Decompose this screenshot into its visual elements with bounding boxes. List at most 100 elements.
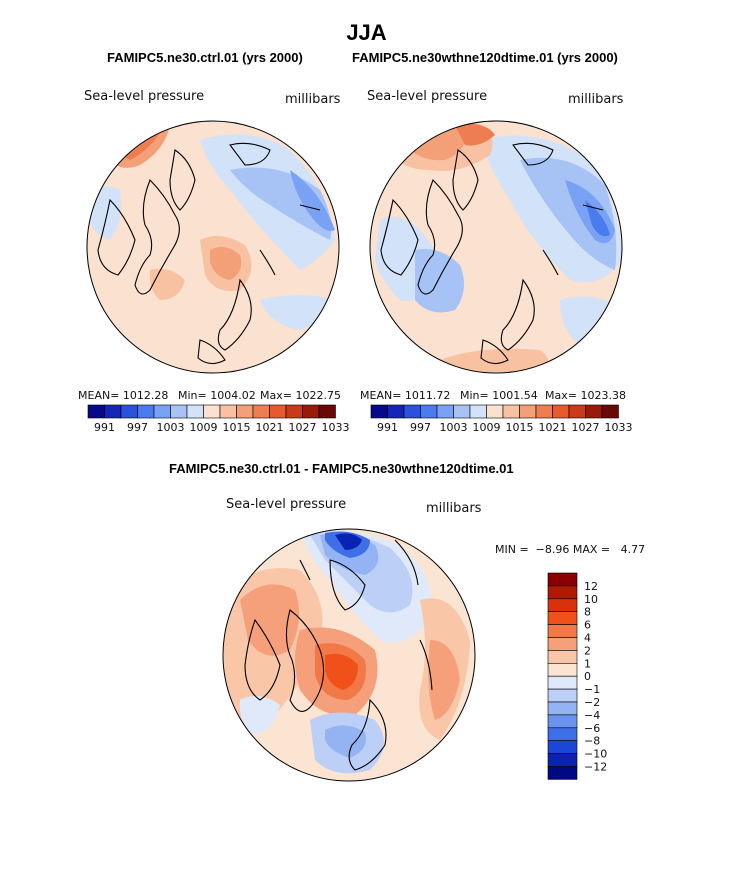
diff-colorbar-tick-label: 4: [584, 632, 591, 645]
diff-colorbar-swatch: [547, 727, 578, 742]
panel2-colorbar-swatch: [502, 404, 520, 419]
panel1-coastlines: [97, 142, 321, 365]
panel2-colorbar-swatch: [519, 404, 537, 419]
diff-colorbar-tick-label: 8: [584, 606, 591, 619]
diff-colorbar-swatch: [547, 663, 578, 677]
panel1-colorbar-tick-label: 1015: [223, 421, 251, 434]
diff-colorbar-tick-label: −2: [584, 696, 600, 709]
panel2-colorbar-tick-label: 1021: [539, 421, 567, 434]
panel2-map-fill: [370, 121, 622, 373]
diff-colorbar-swatch: [547, 572, 578, 587]
diff-units-label: millibars: [426, 501, 482, 516]
panel2-colorbar-tick-label: 1003: [440, 421, 468, 434]
panel2-case-title: FAMIPC5.ne30wthne120dtime.01 (yrs 2000): [352, 50, 618, 65]
diff-field-label: Sea-level pressure: [226, 497, 347, 512]
diff-title: FAMIPC5.ne30.ctrl.01 - FAMIPC5.ne30wthne…: [169, 461, 514, 476]
panel2-max: Max= 1023.38: [545, 389, 626, 402]
diff-colorbar-swatch: [547, 637, 578, 651]
panel1-colorbar-tick-label: 1003: [157, 421, 185, 434]
panel1-case-title: FAMIPC5.ne30.ctrl.01 (yrs 2000): [107, 50, 303, 65]
diff-colorbar-swatch: [547, 675, 578, 690]
diff-colorbar-swatch: [547, 714, 578, 729]
panel1-max: Max= 1022.75: [260, 389, 341, 402]
panel2-colorbar-tick-label: 1015: [506, 421, 534, 434]
diff-colorbar-swatch: [547, 611, 578, 625]
diff-colorbar-tick-label: 12: [584, 580, 598, 593]
diff-colorbar-tick-label: −12: [584, 761, 607, 774]
diff-colorbar-tick-label: −8: [584, 735, 600, 748]
panel1-colorbar-swatch: [203, 404, 221, 419]
panel2-colorbar-tick-label: 991: [377, 421, 398, 434]
panel1-colorbar-swatch: [87, 404, 105, 419]
panel2-colorbar: 991 997 1003 1009 1015 1021 1027 1033: [370, 404, 633, 434]
panel1-colorbar-tick-label: 991: [94, 421, 115, 434]
diff-minmax: MIN = −8.96 MAX = 4.77: [495, 543, 646, 556]
diff-map-fill: [223, 529, 475, 781]
panel1-units-label: millibars: [285, 92, 341, 107]
panel2-colorbar-tick-label: 1027: [572, 421, 600, 434]
panel1-mean: MEAN= 1012.28: [78, 389, 169, 402]
panel2-colorbar-swatch: [535, 404, 553, 419]
panel2-colorbar-tick-label: 997: [410, 421, 431, 434]
panel1-colorbar-swatch: [252, 404, 270, 419]
panel2-colorbar-swatch: [370, 404, 388, 419]
panel1-colorbar-tick-label: 1009: [190, 421, 218, 434]
panel1-colorbar-swatch: [170, 404, 188, 419]
panel2-colorbar-swatch: [453, 404, 471, 419]
panel2-colorbar-swatch: [469, 404, 487, 419]
panel2-colorbar-swatch: [387, 404, 405, 419]
panel2-colorbar-swatch: [601, 404, 619, 419]
diff-colorbar-tick-label: −10: [584, 748, 607, 761]
diff-colorbar-tick-label: 2: [584, 644, 591, 657]
panel1-colorbar-swatch: [318, 404, 336, 419]
panel1-map-fill: [87, 121, 339, 373]
panel2-min: Min= 1001.54: [460, 389, 538, 402]
panel2-colorbar-swatch: [585, 404, 603, 419]
panel1-colorbar-swatch: [219, 404, 237, 419]
panel2-colorbar-swatch: [486, 404, 504, 419]
panel2-mean: MEAN= 1011.72: [360, 389, 451, 402]
diff-colorbar-tick-label: −4: [584, 709, 600, 722]
diff-colorbar-swatch: [547, 598, 578, 612]
panel2-units-label: millibars: [568, 92, 624, 107]
diff-colorbar-swatch: [547, 688, 578, 703]
panel1-colorbar-swatch: [137, 404, 155, 419]
diff-colorbar-swatch: [547, 650, 578, 664]
panel2-colorbar-swatch: [403, 404, 421, 419]
panel1-colorbar-swatch: [285, 404, 303, 419]
diff-coastlines: [244, 539, 433, 771]
panel1-colorbar-tick-label: 997: [127, 421, 148, 434]
diff-colorbar-tick-label: 10: [584, 593, 598, 606]
diff-colorbar-tick-label: −6: [584, 722, 600, 735]
panel2-colorbar-swatch: [552, 404, 570, 419]
panel1-min: Min= 1004.02: [178, 389, 256, 402]
diff-colorbar-swatch: [547, 624, 578, 638]
panel1-colorbar: 991 997 1003 1009 1015 1021 1027 1033: [87, 404, 350, 434]
diff-colorbar-swatch: [547, 766, 578, 780]
panel1-colorbar-swatch: [302, 404, 320, 419]
panel2-colorbar-swatch: [568, 404, 586, 419]
panel2-colorbar-tick-label: 1009: [473, 421, 501, 434]
panel1-colorbar-swatch: [186, 404, 204, 419]
diff-colorbar-tick-label: 6: [584, 619, 591, 632]
panel2-colorbar-tick-label: 1033: [605, 421, 633, 434]
diff-colorbar-tick-label: 1: [584, 657, 591, 670]
panel1-colorbar-tick-label: 1027: [289, 421, 317, 434]
figure-title: JJA: [346, 20, 387, 45]
diff-colorbar-swatch: [547, 753, 578, 767]
panel1-colorbar-swatch: [104, 404, 122, 419]
panel2-colorbar-swatch: [436, 404, 454, 419]
diff-colorbar-tick-label: −1: [584, 683, 600, 696]
panel1-field-label: Sea-level pressure: [84, 89, 205, 104]
panel2-colorbar-swatch: [420, 404, 438, 419]
panel1-colorbar-swatch: [236, 404, 254, 419]
panel2-field-label: Sea-level pressure: [367, 89, 488, 104]
diff-colorbar-swatch: [547, 740, 578, 754]
panel1-colorbar-swatch: [153, 404, 171, 419]
panel1-colorbar-swatch: [269, 404, 287, 419]
panel1-colorbar-tick-label: 1021: [256, 421, 284, 434]
panel1-colorbar-swatch: [120, 404, 138, 419]
panel2-coastlines: [380, 142, 604, 365]
panel1-colorbar-tick-label: 1033: [322, 421, 350, 434]
